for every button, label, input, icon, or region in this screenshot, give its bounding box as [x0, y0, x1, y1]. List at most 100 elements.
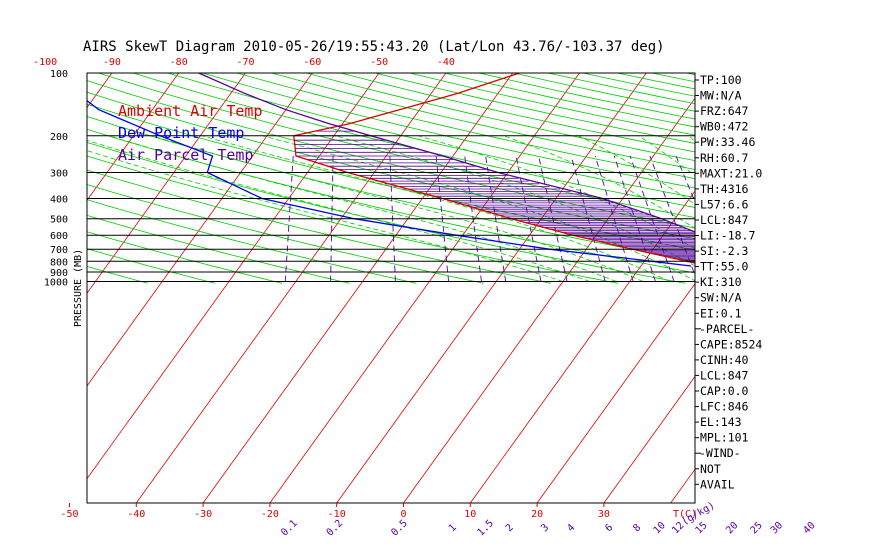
top-temp-label: -40 — [437, 57, 455, 68]
index-text: TP:100 — [700, 73, 742, 87]
pressure-tick-label: 400 — [50, 195, 68, 206]
pressure-tick-label: 100 — [50, 69, 68, 80]
index-text: SW:N/A — [700, 291, 742, 305]
isotherm-line — [87, 73, 246, 294]
bottom-temp-label: 10 — [464, 509, 476, 520]
cape-hatching — [293, 130, 695, 263]
dew-point-line — [87, 99, 692, 267]
dry-adiabat-line — [87, 248, 216, 284]
isotherm-line — [536, 283, 695, 503]
plot-frame — [86, 72, 696, 504]
pressure-tick-label: 700 — [50, 245, 68, 256]
pressure-tick-label: 600 — [50, 231, 68, 242]
index-text: MAXT:21.0 — [700, 166, 762, 180]
dry-adiabat-line — [87, 184, 484, 284]
isotherm-line — [87, 73, 180, 202]
dry-adiabat-line — [133, 73, 695, 208]
bottom-temp-label: -20 — [261, 509, 279, 520]
mixing-ratio-label: 8 — [631, 522, 643, 534]
mixing-ratio-label: 3 — [539, 522, 551, 534]
mixing-ratio-label: 30 — [769, 520, 785, 536]
mixing-ratio-label: 1.5 — [475, 518, 496, 539]
bottom-temp-label: -50 — [60, 509, 78, 520]
ambient-temp-line — [293, 73, 695, 264]
top-temp-label: -70 — [236, 57, 254, 68]
isotherm-line — [0, 73, 45, 503]
mixing-ratio-label: 25 — [749, 520, 765, 536]
top-temp-label: -100 — [33, 57, 57, 68]
mixing-ratio-line — [675, 155, 695, 203]
bottom-temp-label: -40 — [127, 509, 145, 520]
index-text: -PARCEL- — [699, 322, 754, 336]
dry-adiabat-line — [167, 73, 695, 198]
isotherm-line — [87, 73, 313, 387]
index-text: RH:60.7 — [700, 151, 749, 165]
bottom-temp-label: 20 — [531, 509, 543, 520]
dry-adiabat-line — [98, 73, 695, 218]
index-text: PW:33.46 — [700, 135, 755, 149]
index-text: CAPE:8524 — [700, 337, 762, 351]
pressure-tick-label: 900 — [50, 268, 68, 279]
top-temp-label: -90 — [103, 57, 121, 68]
index-text: KI:310 — [700, 275, 742, 289]
moist-adiabat-line — [334, 135, 695, 267]
isotherm-line — [336, 73, 647, 503]
legend: Ambient Air Temp Dew Point Temp Air Parcel… — [118, 102, 263, 164]
y-axis-label: PRESSURE (MB) — [73, 249, 84, 327]
isotherm-line — [469, 190, 695, 503]
index-text: SI:-2.3 — [700, 244, 749, 258]
index-text: AVAIL — [700, 477, 735, 491]
top-temp-label: -50 — [370, 57, 388, 68]
dry-adiabat-line — [87, 169, 551, 284]
mixing-ratio-label: 40 — [801, 520, 817, 536]
mixing-ratio-label: 10 — [652, 520, 668, 536]
top-temp-label: -80 — [170, 57, 188, 68]
index-text: LI:-18.7 — [700, 229, 755, 243]
mixing-ratio-line — [629, 155, 675, 282]
dry-adiabat-line — [305, 73, 695, 162]
index-text: L57:6.6 — [700, 197, 749, 211]
index-text: EI:0.1 — [700, 306, 742, 320]
index-text: TH:4316 — [700, 182, 749, 196]
top-temp-label: -60 — [303, 57, 321, 68]
isotherm-line — [269, 73, 580, 503]
chart-title: AIRS SkewT Diagram 2010-05-26/19:55:43.2… — [83, 39, 665, 55]
legend-entry: Dew Point Temp — [118, 124, 244, 142]
mixing-ratio-label: 1 — [447, 522, 459, 534]
isotherm-line — [603, 375, 695, 503]
isotherm-line — [738, 73, 870, 503]
index-text: WB0:472 — [700, 120, 748, 134]
index-text: NOT — [700, 462, 721, 476]
dry-adiabat-line — [87, 199, 417, 284]
mixing-ratio-label: 15 — [693, 520, 709, 536]
moist-adiabat-line — [262, 135, 695, 282]
index-text: MPL:101 — [700, 431, 749, 445]
mixing-ratio-label: 0.2 — [325, 518, 346, 539]
pressure-tick-label: 800 — [50, 257, 68, 268]
mixing-ratio-label: 2 — [504, 522, 516, 534]
mixing-ratio-label: 20 — [724, 520, 740, 536]
bottom-temp-label: 0 — [400, 509, 406, 520]
index-text: CAP:0.0 — [700, 384, 749, 398]
index-text: LCL:847 — [700, 213, 749, 227]
pressure-tick-label: 1000 — [44, 278, 68, 289]
dry-adiabat-line — [236, 73, 695, 180]
pressure-tick-label: 300 — [50, 169, 68, 180]
index-text: MW:N/A — [700, 89, 742, 103]
pressure-tick-label: 500 — [50, 215, 68, 226]
legend-entry: Ambient Air Temp — [118, 102, 263, 120]
pressure-tick-label: 200 — [50, 132, 68, 143]
dry-adiabat-line — [87, 80, 695, 229]
index-text: EL:143 — [700, 415, 742, 429]
index-text: -WIND- — [699, 446, 741, 460]
index-text: LFC:846 — [700, 400, 749, 414]
bottom-temp-label: 30 — [598, 509, 610, 520]
isotherm-line — [202, 73, 514, 503]
index-text: LCL:847 — [700, 368, 749, 382]
bottom-temp-label: -10 — [328, 509, 346, 520]
isotherm-line — [403, 97, 695, 503]
mixing-ratio-label: 0.1 — [279, 518, 300, 539]
mixing-ratio-label: 6 — [603, 522, 615, 534]
index-text: FRZ:647 — [700, 104, 749, 118]
